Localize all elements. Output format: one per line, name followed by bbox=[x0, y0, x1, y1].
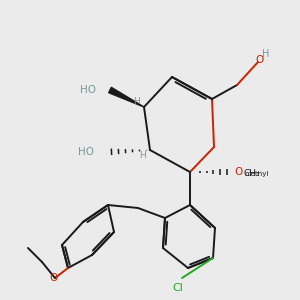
Text: O: O bbox=[256, 55, 264, 65]
Text: HO: HO bbox=[80, 85, 96, 95]
Text: Cl: Cl bbox=[172, 283, 183, 293]
Text: H: H bbox=[139, 152, 145, 160]
Text: methyl: methyl bbox=[244, 171, 268, 177]
Text: CH₃: CH₃ bbox=[243, 169, 260, 178]
Text: O: O bbox=[234, 167, 242, 177]
Text: H: H bbox=[133, 97, 140, 106]
Polygon shape bbox=[109, 87, 144, 107]
Text: H: H bbox=[262, 49, 270, 59]
Text: O: O bbox=[49, 273, 57, 283]
Text: HO: HO bbox=[78, 147, 94, 157]
